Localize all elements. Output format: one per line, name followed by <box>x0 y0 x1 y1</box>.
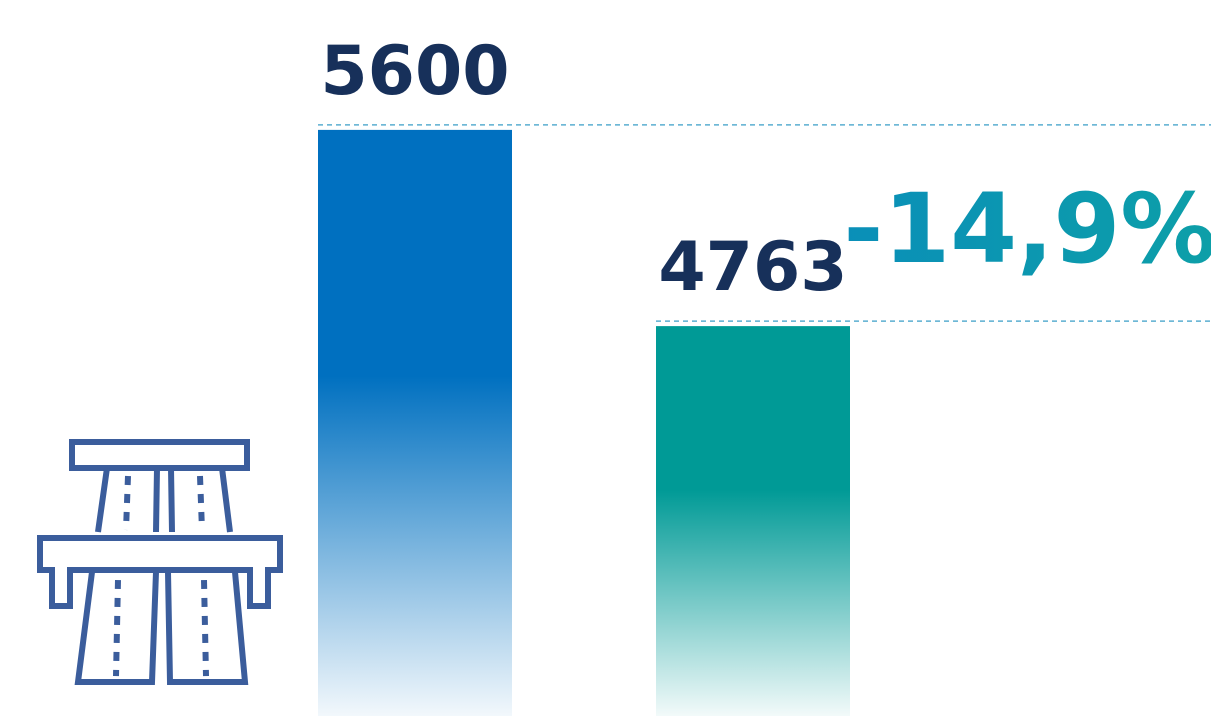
bar <box>318 129 512 716</box>
overpass-icon <box>37 439 283 685</box>
value-label: 4763 <box>658 228 847 307</box>
change-annotation: -14,9% <box>844 173 1211 285</box>
value-label: 5600 <box>320 32 509 111</box>
bar <box>656 326 850 716</box>
